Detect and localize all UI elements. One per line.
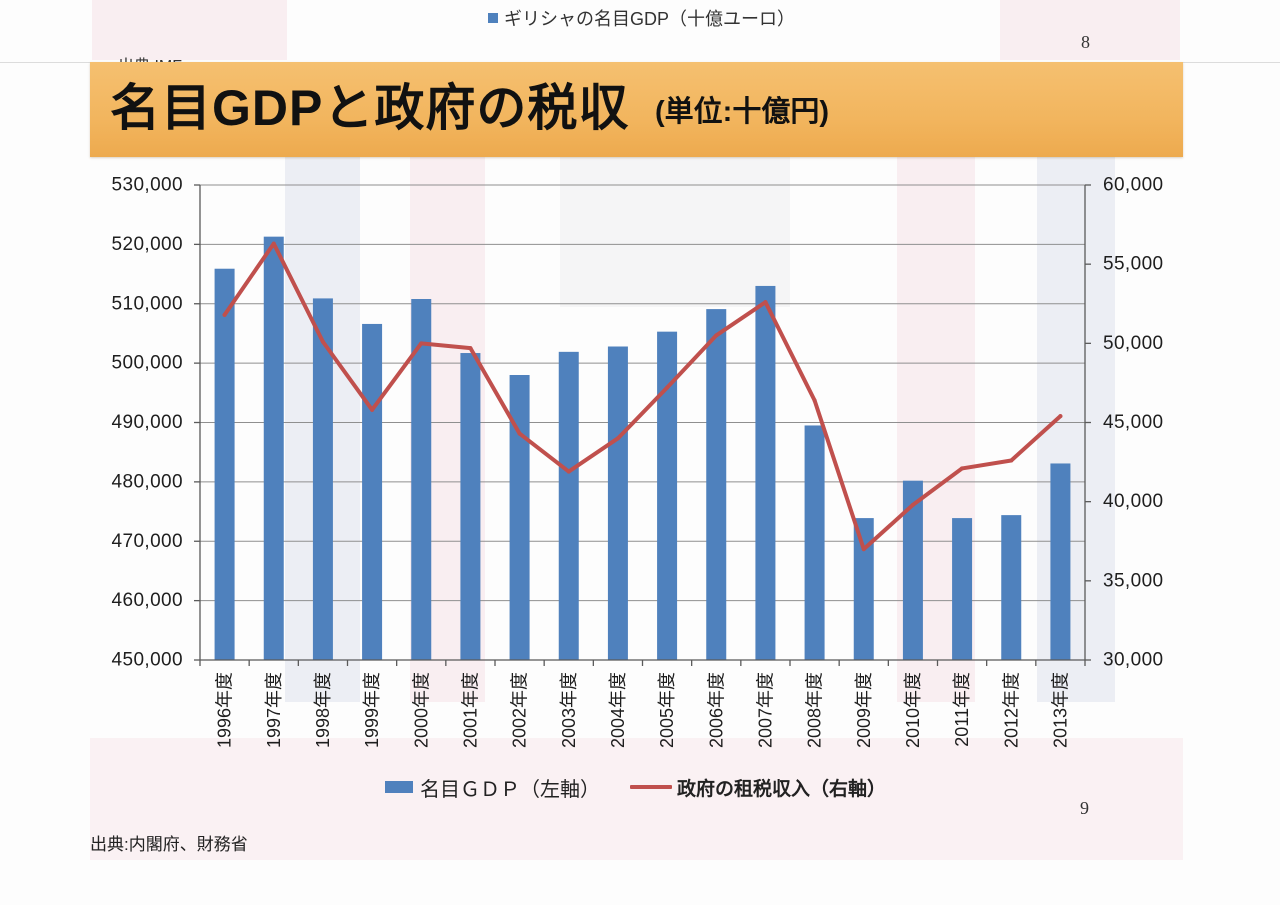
x-axis-tick-label: 2011年度 — [952, 672, 972, 747]
gdp-bar-2013 — [1050, 463, 1071, 660]
gdp-bar-2008 — [804, 425, 825, 660]
x-axis-tick-label: 1999年度 — [362, 672, 382, 748]
left-axis-tick-label: 510,000 — [112, 293, 183, 314]
tax-revenue-point-2002 — [517, 431, 522, 436]
tax-revenue-point-1999 — [370, 407, 375, 412]
right-axis-tick-label: 45,000 — [1103, 412, 1164, 433]
tax-revenue-point-2006 — [714, 333, 719, 338]
x-axis-labels: 1996年度 1997年度 1998年度 1999年度 2000年度 2001年度 2002… — [215, 672, 1071, 748]
right-axis-tick-label: 35,000 — [1103, 570, 1164, 591]
legend-item-tax: 政府の租税収入（右軸） — [630, 774, 886, 800]
x-axis-tick-label: 2001年度 — [460, 672, 480, 748]
tax-revenue-point-2001 — [468, 346, 473, 351]
bleed-through-shadow — [560, 157, 790, 307]
legend-line-swatch-icon — [630, 785, 672, 789]
x-axis-tick-label: 1996年度 — [215, 672, 235, 748]
x-axis-tick-label: 1997年度 — [264, 672, 284, 748]
bleed-through-shadow — [92, 0, 287, 60]
right-axis-tick-label: 30,000 — [1103, 650, 1164, 671]
left-axis-tick-label: 530,000 — [112, 175, 183, 196]
gdp-bar-2009 — [853, 518, 874, 660]
tax-revenue-point-2003 — [566, 469, 571, 474]
page-number: 9 — [1080, 798, 1089, 818]
tax-revenue-point-2008 — [812, 398, 817, 403]
x-axis-tick-label: 2002年度 — [510, 672, 530, 748]
legend-item-gdp: 名目ＧＤＰ（左軸） — [385, 774, 600, 801]
left-axis-tick-label: 520,000 — [112, 234, 183, 255]
gridlines: 450,000 460,000 470,000 480,000 490,000 500,0… — [112, 175, 1085, 671]
tax-revenue-point-2012 — [1009, 458, 1014, 463]
ghost-legend-label: ギリシャの名目GDP（十億ユーロ） — [504, 9, 796, 29]
left-axis-tick-label: 490,000 — [112, 412, 183, 433]
x-axis-tick-label: 2012年度 — [1001, 672, 1021, 748]
ghost-legend: ギリシャの名目GDP（十億ユーロ） — [488, 6, 795, 30]
gdp-bar-2001 — [460, 353, 481, 660]
gdp-bar-1997 — [263, 236, 284, 660]
left-axis-tick-label: 480,000 — [112, 471, 183, 492]
left-axis-tick-label: 450,000 — [112, 650, 183, 671]
x-axis-tick-label: 2006年度 — [706, 672, 726, 748]
source-note: 出典:内閣府、財務省 — [90, 835, 248, 854]
tax-revenue-point-2004 — [615, 436, 620, 441]
left-axis-tick-label: 470,000 — [112, 531, 183, 552]
tax-revenue-point-1998 — [320, 339, 325, 344]
tax-revenue-point-2000 — [419, 341, 424, 346]
x-axis-tick-label: 2009年度 — [854, 672, 874, 748]
legend-label-tax: 政府の租税収入（右軸） — [677, 778, 887, 800]
gdp-bar-2007 — [755, 285, 776, 660]
x-axis-tick-label: 2008年度 — [805, 672, 825, 748]
right-axis-tick-label: 55,000 — [1103, 254, 1164, 275]
tax-revenue-line — [222, 241, 1063, 552]
gdp-bar-2003 — [558, 351, 579, 660]
legend-label-gdp: 名目ＧＤＰ（左軸） — [420, 778, 600, 801]
x-axis-tick-label: 2010年度 — [903, 672, 923, 748]
gdp-bars — [214, 236, 1071, 660]
tax-revenue-point-2009 — [861, 547, 866, 552]
gdp-bar-2010 — [902, 480, 923, 660]
tax-revenue-point-1996 — [222, 312, 227, 317]
gdp-bar-2000 — [411, 299, 432, 660]
x-axis-tick-label: 2007年度 — [755, 672, 775, 748]
gdp-bar-2004 — [607, 346, 628, 660]
x-axis-tick-label: 2000年度 — [411, 672, 431, 748]
bleed-through-shadow — [1000, 0, 1180, 60]
tax-revenue-point-2011 — [960, 466, 965, 471]
left-axis-tick-label: 460,000 — [112, 590, 183, 611]
gdp-bar-2005 — [657, 331, 678, 660]
gdp-bar-1996 — [214, 268, 235, 660]
tax-revenue-series — [222, 241, 1063, 552]
gdp-bar-2002 — [509, 375, 530, 660]
gdp-bar-2012 — [1001, 515, 1022, 660]
tax-revenue-point-2010 — [910, 502, 915, 507]
gdp-bar-1998 — [312, 298, 333, 660]
tax-revenue-point-2005 — [665, 385, 670, 390]
x-axis-tick-label: 1998年度 — [313, 672, 333, 748]
title-unit: (単位:十億円) — [655, 96, 829, 128]
legend-bar-swatch-icon — [385, 781, 413, 793]
right-axis: 30,000 35,000 40,000 45,000 50,000 55,000 60,0… — [1085, 175, 1164, 671]
x-axis-tick-label: 2003年度 — [559, 672, 579, 748]
x-axis-tick-label: 2013年度 — [1050, 672, 1070, 748]
right-axis-tick-label: 50,000 — [1103, 333, 1164, 354]
bleed-through-shadow — [90, 738, 1183, 860]
right-axis-tick-label: 60,000 — [1103, 175, 1164, 196]
tax-revenue-point-1997 — [271, 241, 276, 246]
bleed-through-shadow — [1037, 157, 1115, 702]
tax-revenue-point-2007 — [763, 300, 768, 305]
gdp-bar-2006 — [706, 309, 727, 660]
x-axis-tick-label: 2004年度 — [608, 672, 628, 748]
page-number-top: 8 — [1081, 32, 1090, 52]
right-axis-tick-label: 40,000 — [1103, 491, 1164, 512]
legend-square-icon — [488, 13, 498, 23]
gdp-bar-1999 — [362, 323, 383, 660]
axes — [199, 185, 1086, 666]
page-title: 名目GDPと政府の税収 — [110, 80, 630, 136]
gdp-bar-2011 — [952, 518, 973, 660]
x-axis-tick-label: 2005年度 — [657, 672, 677, 748]
tax-revenue-point-2013 — [1058, 414, 1063, 419]
title-band: 名目GDPと政府の税収 (単位:十億円) — [90, 62, 1183, 157]
left-axis-tick-label: 500,000 — [112, 353, 183, 374]
